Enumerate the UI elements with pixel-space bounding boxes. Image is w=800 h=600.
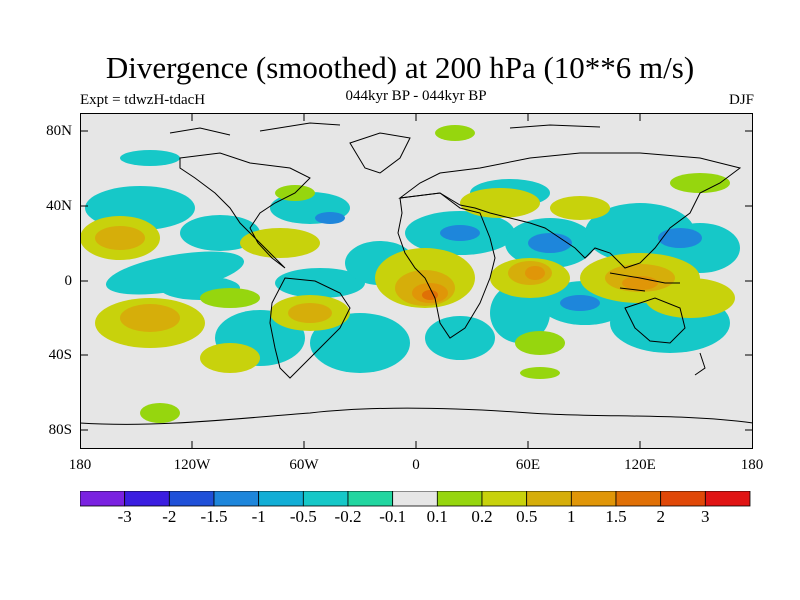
lon-tick-label: 120E bbox=[624, 457, 656, 473]
divergence-map bbox=[80, 113, 753, 449]
period-label: 044kyr BP - 044kyr BP bbox=[345, 88, 487, 104]
colorbar-swatch bbox=[570, 491, 617, 507]
colorbar-label: 3 bbox=[701, 507, 710, 526]
lon-tick-label: 180 bbox=[68, 457, 92, 473]
colorbar-label: 0.2 bbox=[471, 507, 493, 526]
divergence-fields bbox=[80, 125, 740, 423]
colorbar-label: 1.5 bbox=[605, 507, 627, 526]
colorbar-swatch bbox=[615, 491, 662, 507]
colorbar-swatch bbox=[481, 491, 528, 507]
lat-tick-label: 80S bbox=[48, 422, 72, 438]
colorbar-swatch bbox=[526, 491, 572, 507]
colorbar-label: -3 bbox=[117, 507, 132, 526]
colorbar-label: -0.5 bbox=[289, 507, 317, 526]
coastlines bbox=[80, 122, 753, 425]
colorbar-swatch bbox=[80, 491, 126, 507]
lon-tick-label: 180 bbox=[740, 457, 764, 473]
lat-tick-label: 40S bbox=[48, 347, 72, 363]
colorbar-swatch bbox=[347, 491, 394, 507]
season-label: DJF bbox=[728, 92, 754, 108]
colorbar-swatch bbox=[213, 491, 260, 507]
colorbar-swatch bbox=[168, 491, 215, 507]
lon-tick-label: 120W bbox=[173, 457, 211, 473]
colorbar-swatch bbox=[392, 491, 438, 507]
colorbar-label: 0.1 bbox=[426, 507, 448, 526]
colorbar-label: -1 bbox=[251, 507, 266, 526]
colorbar-label: 1 bbox=[567, 507, 576, 526]
lat-tick-label: 40N bbox=[46, 198, 72, 214]
colorbar-swatch bbox=[704, 491, 751, 507]
colorbar-swatch bbox=[302, 491, 349, 507]
lon-tick-label: 60E bbox=[515, 457, 541, 473]
lat-tick-label: 0 bbox=[64, 273, 73, 289]
colorbar-label: -0.1 bbox=[379, 507, 407, 526]
lon-tick-label: 60W bbox=[289, 457, 319, 473]
colorbar-swatch bbox=[258, 491, 304, 507]
chart-title: Divergence (smoothed) at 200 hPa (10**6 … bbox=[105, 50, 695, 85]
colorbar-label: 0.5 bbox=[516, 507, 538, 526]
lat-tick-label: 80N bbox=[46, 123, 72, 139]
map-frame bbox=[80, 113, 753, 449]
colorbar-swatch bbox=[436, 491, 483, 507]
colorbar-label: -0.2 bbox=[334, 507, 362, 526]
colorbar-swatch bbox=[124, 491, 170, 507]
colorbar-label: 2 bbox=[656, 507, 665, 526]
experiment-label: Expt = tdwzH-tdacH bbox=[80, 92, 206, 108]
colorbar-label: -1.5 bbox=[200, 507, 228, 526]
axis-ticks bbox=[80, 113, 753, 449]
lon-tick-label: 0 bbox=[412, 457, 420, 473]
colorbar-swatch bbox=[660, 491, 706, 507]
colorbar bbox=[80, 491, 751, 507]
colorbar-label: -2 bbox=[162, 507, 177, 526]
